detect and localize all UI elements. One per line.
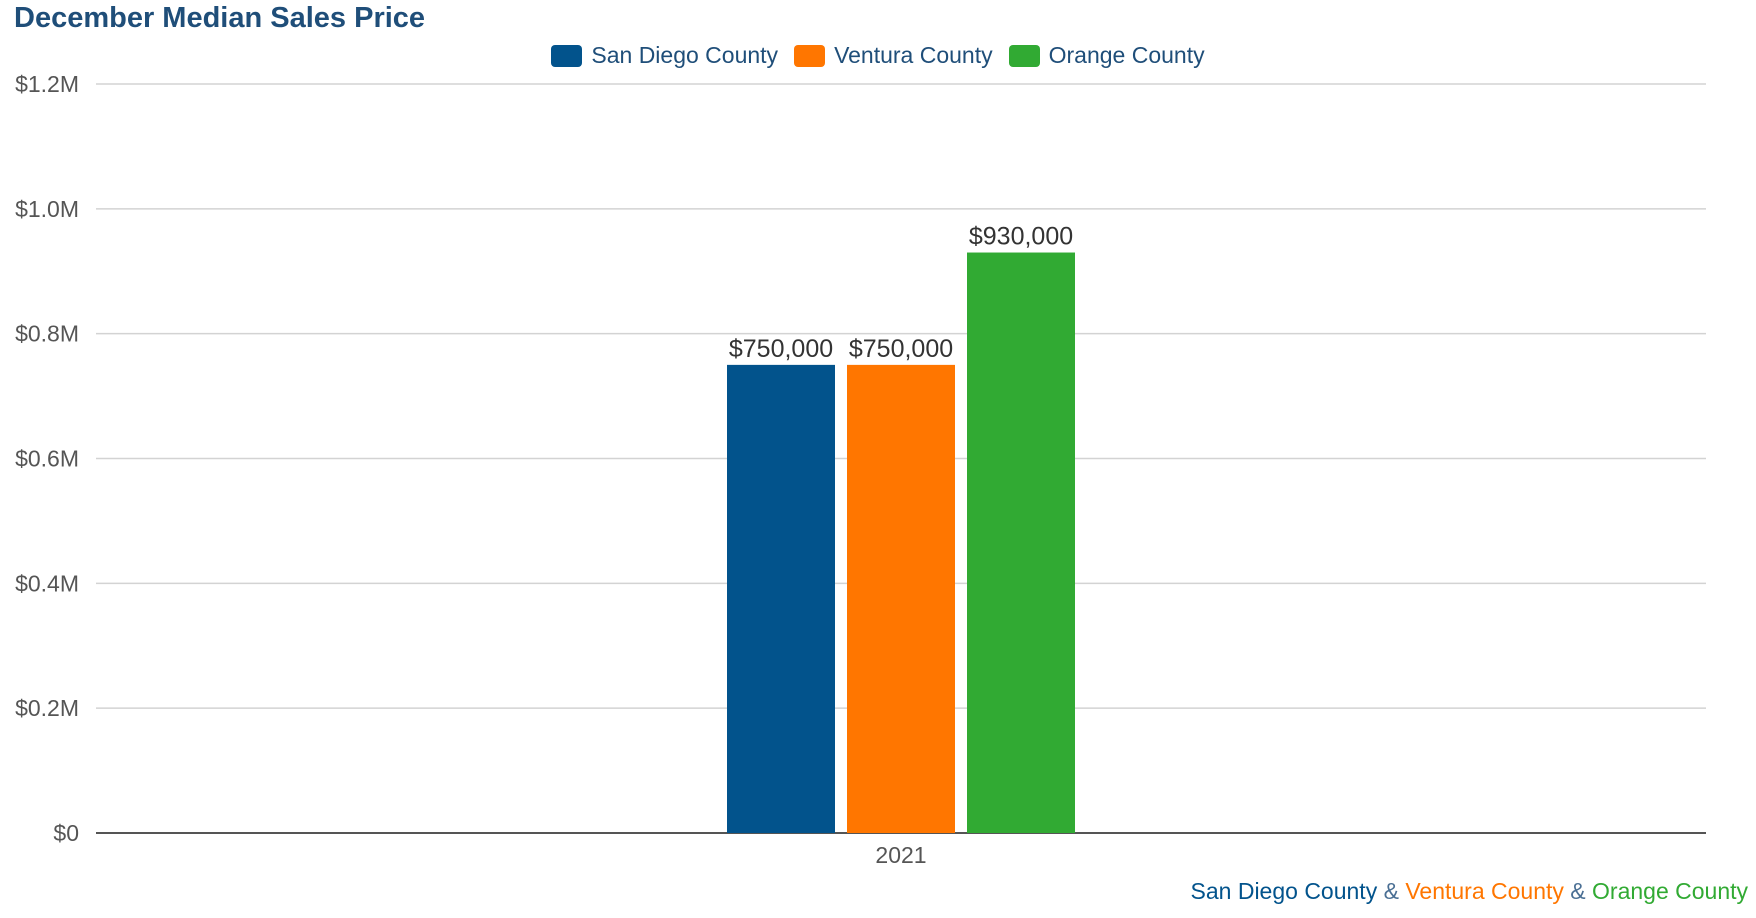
y-tick-label-3: $0.6M — [15, 446, 79, 472]
legend-swatch-orange — [1008, 44, 1040, 67]
footer-ventura: Ventura County — [1405, 878, 1564, 904]
legend: San Diego County Ventura County Orange C… — [0, 42, 1756, 69]
footer-sep-1: & — [1377, 878, 1406, 904]
footer-san-diego: San Diego County — [1190, 878, 1378, 904]
footer-orange: Orange County — [1592, 878, 1748, 904]
legend-item-orange[interactable]: Orange County — [1008, 42, 1205, 69]
data-label-san-diego-county: $750,000 — [729, 335, 833, 363]
y-tick-label-6: $1.2M — [15, 71, 79, 97]
x-tick-label-0: 2021 — [875, 842, 926, 868]
bar-ventura-county-2021 — [847, 364, 955, 833]
y-tick-label-4: $0.8M — [15, 321, 79, 347]
legend-item-ventura[interactable]: Ventura County — [794, 42, 993, 69]
y-tick-label-2: $0.4M — [15, 570, 79, 596]
legend-label-san-diego: San Diego County — [591, 42, 779, 68]
footer-sep-2: & — [1563, 878, 1593, 904]
bar-orange-county-2021 — [967, 252, 1075, 833]
y-tick-label-0: $0 — [53, 820, 79, 846]
legend-swatch-san-diego — [551, 44, 583, 67]
legend-label-ventura: Ventura County — [834, 42, 993, 68]
bar-san-diego-county-2021 — [727, 364, 835, 833]
data-label-ventura-county: $750,000 — [849, 335, 953, 363]
data-label-orange-county: $930,000 — [969, 223, 1073, 251]
legend-label-orange: Orange County — [1048, 42, 1205, 68]
y-tick-label-5: $1.0M — [15, 196, 79, 222]
legend-item-san-diego[interactable]: San Diego County — [551, 42, 778, 69]
y-tick-label-1: $0.2M — [15, 695, 79, 721]
chart-title: December Median Sales Price — [14, 2, 426, 34]
legend-swatch-ventura — [794, 44, 826, 67]
footer-series-list: San Diego County & Ventura County & Oran… — [1191, 878, 1748, 905]
